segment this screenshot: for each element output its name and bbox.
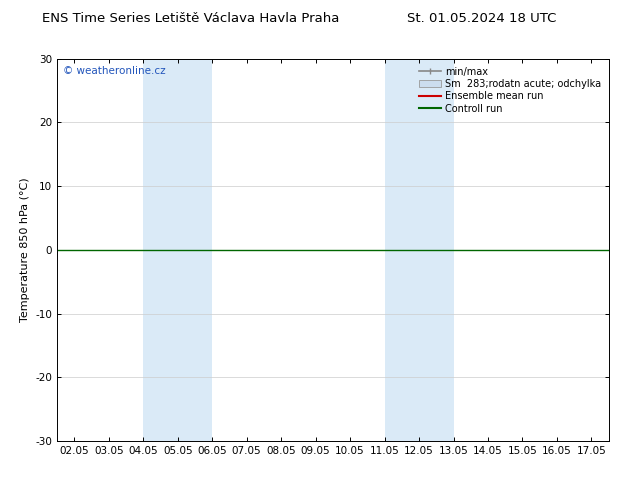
Text: St. 01.05.2024 18 UTC: St. 01.05.2024 18 UTC	[407, 12, 557, 25]
Text: ENS Time Series Letiště Václava Havla Praha: ENS Time Series Letiště Václava Havla Pr…	[41, 12, 339, 25]
Bar	[385, 59, 453, 441]
Text: © weatheronline.cz: © weatheronline.cz	[63, 67, 165, 76]
Y-axis label: Temperature 850 hPa (°C): Temperature 850 hPa (°C)	[20, 177, 30, 322]
Legend: min/max, Sm  283;rodatn acute; odchylka, Ensemble mean run, Controll run: min/max, Sm 283;rodatn acute; odchylka, …	[417, 64, 604, 117]
Bar	[143, 59, 212, 441]
